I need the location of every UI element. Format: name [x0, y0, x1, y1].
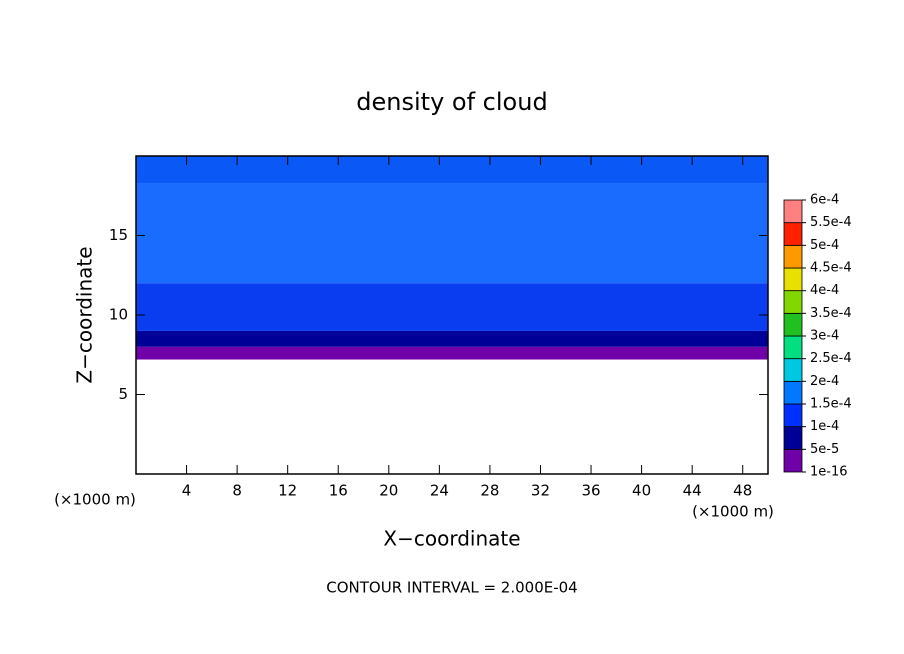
colorbar-label: 1e-4: [810, 419, 839, 434]
contour-band: [136, 156, 768, 184]
colorbar-box: [783, 267, 803, 292]
z-unit-label: (×1000 m): [54, 491, 136, 509]
x-tick-label: 8: [232, 482, 242, 500]
x-tick-label: 32: [531, 482, 550, 500]
colorbar-label: 1e-16: [810, 465, 848, 480]
colorbar-box: [783, 335, 803, 360]
colorbar-box: [783, 312, 803, 337]
x-tick-label: 12: [278, 482, 297, 500]
colorbar-label: 2.5e-4: [810, 351, 852, 366]
colorbar-label: 5e-5: [810, 442, 839, 457]
x-tick-label: 28: [480, 482, 499, 500]
colorbar-box: [783, 380, 803, 405]
x-tick-label: 24: [430, 482, 449, 500]
colorbar-label: 3.5e-4: [810, 306, 852, 321]
colorbar-label: 5e-4: [810, 238, 839, 253]
colorbar-box: [783, 222, 803, 246]
x-tick-label: 48: [733, 482, 752, 500]
colorbar-box: [783, 403, 803, 428]
x-tick-label: 36: [581, 482, 600, 500]
chart-title: density of cloud: [356, 88, 547, 116]
x-axis-label: X−coordinate: [383, 527, 520, 551]
y-tick-label: 15: [109, 226, 128, 244]
colorbar-box: [783, 244, 803, 269]
colorbar-label: 1.5e-4: [810, 397, 852, 412]
x-tick-label: 20: [379, 482, 398, 500]
colorbar-label: 4e-4: [810, 283, 839, 298]
x-tick-label: 40: [632, 482, 651, 500]
x-tick-label: 16: [329, 482, 348, 500]
colorbar-label: 6e-4: [810, 193, 839, 208]
x-tick-label: 4: [182, 482, 192, 500]
contour-band: [136, 183, 768, 284]
y-tick-label: 10: [109, 306, 128, 324]
y-tick-label: 5: [118, 385, 128, 403]
colorbar-label: 2e-4: [810, 374, 839, 389]
colorbar-label: 3e-4: [810, 329, 839, 344]
contour-band: [136, 346, 768, 360]
x-tick-label: 44: [683, 482, 702, 500]
colorbar-box: [783, 290, 803, 314]
y-axis-label: Z−coordinate: [73, 246, 97, 383]
colorbar-box: [783, 199, 803, 224]
colorbar-label: 4.5e-4: [810, 261, 852, 276]
colorbar-box: [783, 426, 803, 450]
contour-band: [136, 330, 768, 347]
colorbar-box: [783, 448, 803, 473]
colorbar-label: 5.5e-4: [810, 215, 852, 230]
contour-band: [136, 283, 768, 331]
x-unit-label: (×1000 m): [692, 503, 774, 521]
colorbar-box: [783, 358, 803, 382]
footer: CONTOUR INTERVAL = 2.000E-04: [326, 579, 577, 597]
